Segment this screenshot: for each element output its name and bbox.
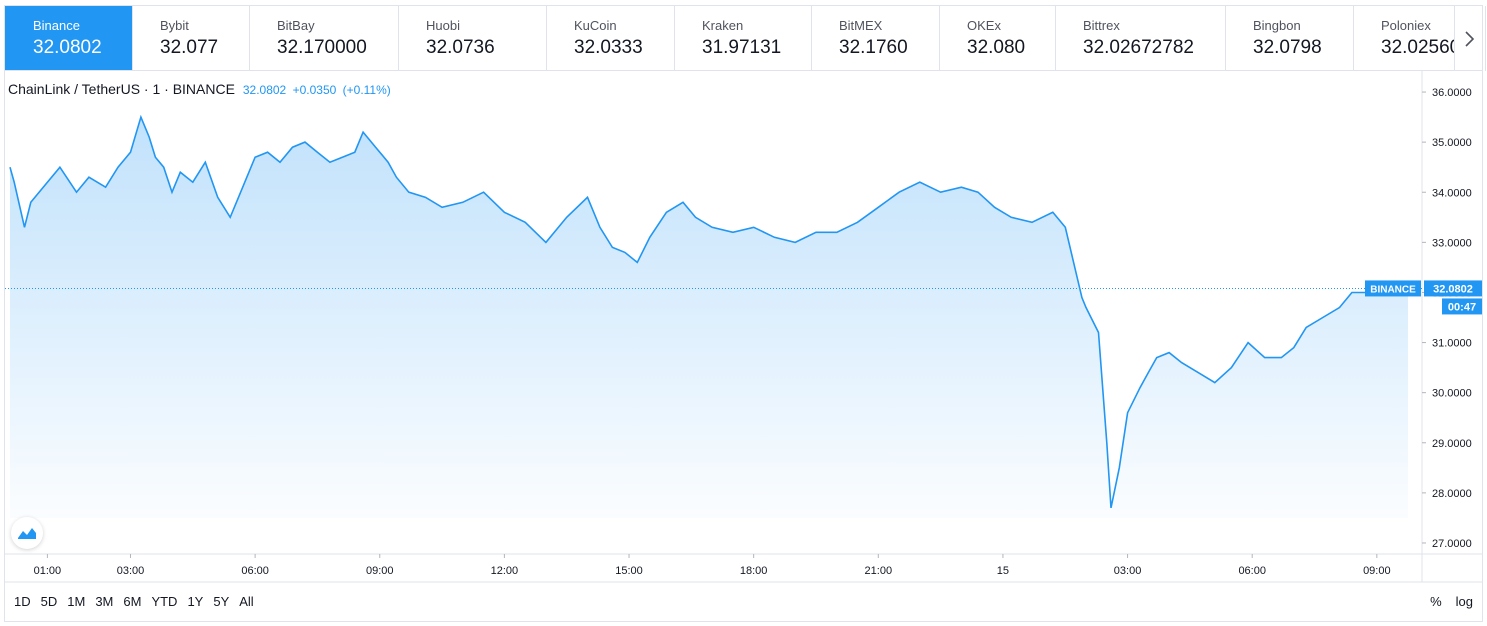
price-axis[interactable]: 36.000035.000034.000033.000032.000031.00…	[1422, 87, 1472, 550]
exchange-tab-bitbay[interactable]: BitBay 32.170000	[250, 6, 399, 71]
price-area	[10, 117, 1408, 518]
price-line	[9, 114, 1409, 509]
legend-change: +0.0350	[292, 83, 337, 97]
exchange-price: 32.025605	[1381, 37, 1471, 58]
exchange-name: Huobi	[426, 18, 460, 33]
legend-values: 32.0802 +0.0350 (+0.11%)	[243, 83, 394, 97]
exchange-price: 32.080	[967, 37, 1026, 58]
tradingview-logo-icon	[18, 528, 36, 539]
exchange-price: 32.02672782	[1083, 37, 1194, 58]
exchange-tab-kucoin[interactable]: KuCoin 32.0333	[547, 6, 675, 71]
price-tick-label: 34.0000	[1432, 187, 1472, 199]
symbol-title: ChainLink / TetherUS · 1 · BINANCE	[8, 81, 235, 97]
time-tick-label: 06:00	[241, 565, 269, 577]
exchange-tab-binance[interactable]: Binance 32.0802	[5, 6, 133, 71]
chart-legend: ChainLink / TetherUS · 1 · BINANCE 32.08…	[8, 81, 394, 98]
log-scale-toggle[interactable]: log	[1455, 594, 1473, 609]
price-tick-label: 35.0000	[1432, 137, 1472, 149]
exchange-price: 31.97131	[702, 37, 782, 58]
period-1y[interactable]: 1Y	[187, 594, 204, 609]
exchange-name: Bingbon	[1253, 18, 1301, 33]
time-tick-label: 18:00	[740, 565, 768, 577]
period-5d[interactable]: 5D	[40, 594, 58, 609]
exchange-tab-bitmex[interactable]: BitMEX 32.1760	[812, 6, 940, 71]
exchange-price: 32.1760	[839, 37, 908, 58]
exchange-price: 32.170000	[277, 37, 367, 58]
period-1d[interactable]: 1D	[14, 594, 31, 609]
last-price-label: BINANCE 32.0802 00:47	[1365, 280, 1482, 315]
exchange-tab-huobi[interactable]: Huobi 32.0736	[399, 6, 547, 71]
period-1m[interactable]: 1M	[67, 594, 86, 609]
time-axis[interactable]: 01:00 03:00 06:00 09:00 12:00 15:00 18:00 21:00…	[34, 554, 1391, 577]
period-selector: 1D 5D 1M 3M 6M YTD 1Y 5Y All	[14, 594, 264, 609]
last-price-tag-bg	[1424, 280, 1482, 297]
exchange-tab-bittrex[interactable]: Bittrex 32.02672782	[1056, 6, 1226, 71]
exchange-name: Kraken	[702, 18, 744, 33]
chevron-right-icon	[1464, 30, 1474, 47]
period-3m[interactable]: 3M	[95, 594, 114, 609]
exchange-tab-kraken[interactable]: Kraken 31.97131	[675, 6, 812, 71]
exchange-name: KuCoin	[574, 18, 617, 33]
scale-controls: % log	[1416, 594, 1473, 609]
period-ytd[interactable]: YTD	[151, 594, 178, 609]
time-tick-label: 12:00	[491, 565, 519, 577]
exchange-tab-bingbon[interactable]: Bingbon 32.0798	[1226, 6, 1354, 71]
exchange-tag-label: BINANCE	[1370, 284, 1416, 295]
tabs-next-button[interactable]	[1454, 6, 1482, 71]
exchange-price: 32.0802	[33, 37, 102, 58]
last-price-tag-value: 32.0802	[1433, 283, 1473, 295]
time-tick-label: 09:00	[1363, 565, 1391, 577]
exchange-name: BitMEX	[839, 18, 883, 33]
exchange-tag-bg	[1365, 280, 1421, 297]
exchange-name: Poloniex	[1381, 18, 1431, 33]
price-tick-label: 33.0000	[1432, 237, 1472, 249]
time-tick-label: 03:00	[1114, 565, 1142, 577]
time-tick-label: 06:00	[1238, 565, 1266, 577]
period-6m[interactable]: 6M	[123, 594, 142, 609]
price-tick-label: 27.0000	[1432, 538, 1472, 550]
time-tick-label: 15:00	[615, 565, 643, 577]
price-tick-label: 30.0000	[1432, 388, 1472, 400]
legend-last-price: 32.0802	[242, 83, 287, 97]
period-5y[interactable]: 5Y	[213, 594, 230, 609]
exchange-name: Binance	[33, 18, 80, 33]
time-tick-label: 01:00	[34, 565, 62, 577]
exchange-name: OKEx	[967, 18, 1001, 33]
exchange-price: 32.0736	[426, 37, 495, 58]
exchange-name: Bybit	[160, 18, 189, 33]
legend-change-percent: (+0.11%)	[342, 83, 391, 97]
exchange-tab-bar: Binance 32.0802 Bybit 32.077 BitBay 32.170000…	[4, 5, 1486, 71]
exchange-tab-bybit[interactable]: Bybit 32.077	[133, 6, 250, 71]
exchange-price: 32.0798	[1253, 37, 1322, 58]
time-tick-label: 09:00	[366, 565, 394, 577]
countdown-tag-bg	[1442, 298, 1482, 315]
time-tick-label: 03:00	[117, 565, 145, 577]
time-tick-label: 21:00	[865, 565, 893, 577]
period-all[interactable]: All	[239, 594, 254, 609]
exchange-tab-okex[interactable]: OKEx 32.080	[940, 6, 1056, 71]
price-tick-label: 31.0000	[1432, 338, 1472, 350]
tradingview-logo-button[interactable]	[11, 517, 43, 549]
exchange-price: 32.077	[160, 37, 219, 58]
time-tick-label: 15	[997, 565, 1009, 577]
exchange-tab-poloniex[interactable]: Poloniex 32.025605	[1354, 6, 1486, 71]
price-tick-label: 28.0000	[1432, 488, 1472, 500]
exchange-name: Bittrex	[1083, 18, 1120, 33]
exchange-tabs: Binance 32.0802 Bybit 32.077 BitBay 32.170000…	[5, 6, 1486, 71]
exchange-name: BitBay	[277, 18, 315, 33]
price-tick-label: 36.0000	[1432, 87, 1472, 99]
countdown-tag-value: 00:47	[1448, 301, 1476, 313]
exchange-price: 32.0333	[574, 37, 643, 58]
percent-scale-toggle[interactable]: %	[1430, 594, 1442, 609]
price-tick-label: 29.0000	[1432, 438, 1472, 450]
